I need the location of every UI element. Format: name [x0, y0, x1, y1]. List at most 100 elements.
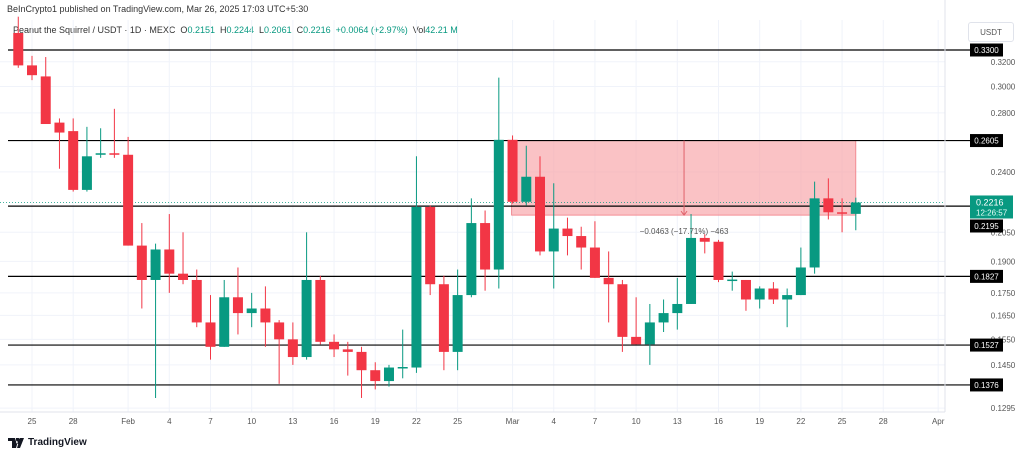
time-tick-label: 13 — [673, 417, 682, 426]
candle-body — [493, 139, 504, 270]
candle — [631, 297, 642, 345]
open-value: 0.2151 — [187, 25, 215, 35]
candle-body — [301, 279, 312, 358]
candle — [782, 288, 793, 328]
candle — [521, 145, 532, 206]
last-price-value: 0.2216 — [976, 197, 1004, 207]
candle-body — [178, 273, 189, 280]
candle — [727, 271, 738, 291]
tradingview-brand: TradingView — [28, 437, 87, 448]
high-value: 0.2244 — [226, 25, 255, 35]
time-tick-label: 4 — [552, 417, 557, 426]
candle-body — [850, 202, 861, 214]
candle-body — [425, 206, 436, 285]
time-tick-label: Mar — [506, 417, 520, 426]
candle — [109, 108, 120, 158]
candle-body — [480, 223, 491, 270]
candle — [535, 156, 546, 256]
candle — [123, 136, 134, 246]
candle-body — [27, 65, 37, 76]
time-tick-label: 7 — [208, 417, 213, 426]
candle-body — [232, 297, 243, 314]
change-value: +0.0064 (+2.97%) — [335, 25, 408, 35]
price-tick-label: 0.1550 — [991, 335, 1016, 344]
candle — [329, 334, 340, 358]
level-price-label: 0.2195 — [970, 219, 1003, 233]
candle — [576, 226, 587, 270]
candle — [617, 279, 628, 352]
candle-body — [123, 154, 134, 246]
candle — [54, 118, 65, 169]
candle — [658, 299, 669, 333]
candle-body — [274, 322, 285, 340]
candle-body — [631, 336, 642, 345]
publish-info: BeInCrypto1 published on TradingView.com… — [7, 4, 309, 14]
level-label-bg — [970, 378, 1003, 392]
time-tick-label: Apr — [932, 417, 945, 426]
time-tick-label: 10 — [632, 417, 641, 426]
bar-countdown: 12:26:57 — [976, 208, 1008, 217]
candle-body — [164, 249, 175, 274]
level-label-text: 0.2195 — [974, 222, 999, 231]
time-tick-label: 25 — [453, 417, 462, 426]
level-label-text: 0.1827 — [974, 272, 999, 281]
candle-body — [109, 153, 120, 155]
volume-value: 42.21 M — [425, 25, 458, 35]
currency-button[interactable]: USDT — [968, 22, 1014, 42]
level-label-bg — [970, 219, 1003, 233]
candle — [754, 286, 765, 309]
high-label: H — [219, 25, 227, 35]
candle-body — [329, 341, 340, 350]
candle — [438, 275, 449, 371]
tradingview-logo[interactable]: TradingView — [8, 437, 87, 448]
candle-body — [795, 267, 806, 296]
volume-label: Vol — [412, 25, 426, 35]
candle — [507, 135, 518, 204]
level-price-label: 0.3300 — [970, 43, 1003, 57]
candle — [411, 156, 422, 373]
price-tick-label: 0.2400 — [991, 168, 1016, 177]
candle-body — [521, 176, 532, 202]
candle — [809, 181, 820, 274]
candle — [713, 239, 724, 283]
candle — [768, 282, 779, 304]
level-label-bg — [970, 338, 1003, 352]
candle-body — [686, 237, 697, 304]
candle — [260, 286, 271, 347]
time-tick-label: 10 — [247, 417, 256, 426]
level-label-bg — [970, 269, 1003, 283]
candle — [342, 341, 353, 376]
symbol-name[interactable]: Peanut the Squirrel / USDT · 1D · MEXC — [13, 25, 176, 35]
tradingview-logo-icon — [8, 437, 24, 448]
candle-body — [782, 295, 793, 300]
level-label-bg — [970, 43, 1003, 57]
symbol-legend: Peanut the Squirrel / USDT · 1D · MEXC O… — [13, 25, 458, 35]
candle — [246, 292, 257, 328]
level-label-text: 0.1376 — [974, 381, 999, 390]
price-tick-label: 0.2800 — [991, 109, 1016, 118]
candle — [232, 267, 243, 335]
candle — [383, 364, 394, 387]
candle — [164, 214, 175, 293]
level-price-label: 0.1527 — [970, 338, 1003, 352]
candle-body — [823, 198, 834, 213]
price-tick-label: 0.1295 — [991, 404, 1016, 413]
candle — [191, 269, 202, 328]
candle-body — [150, 249, 161, 280]
time-tick-label: 7 — [593, 417, 598, 426]
candle-body — [411, 206, 422, 368]
candle-body — [40, 76, 51, 125]
price-tick-label: 0.3200 — [991, 58, 1016, 67]
candle-body — [191, 279, 202, 323]
last-price-bg — [970, 195, 1013, 219]
level-price-label: 0.1376 — [970, 378, 1003, 392]
candle — [356, 346, 367, 398]
candle-body — [768, 288, 779, 300]
level-price-label: 0.2605 — [970, 134, 1003, 148]
candle — [150, 243, 161, 398]
price-tick-label: 0.1650 — [991, 311, 1016, 320]
candle-body — [562, 228, 573, 237]
candle-body — [672, 303, 683, 314]
